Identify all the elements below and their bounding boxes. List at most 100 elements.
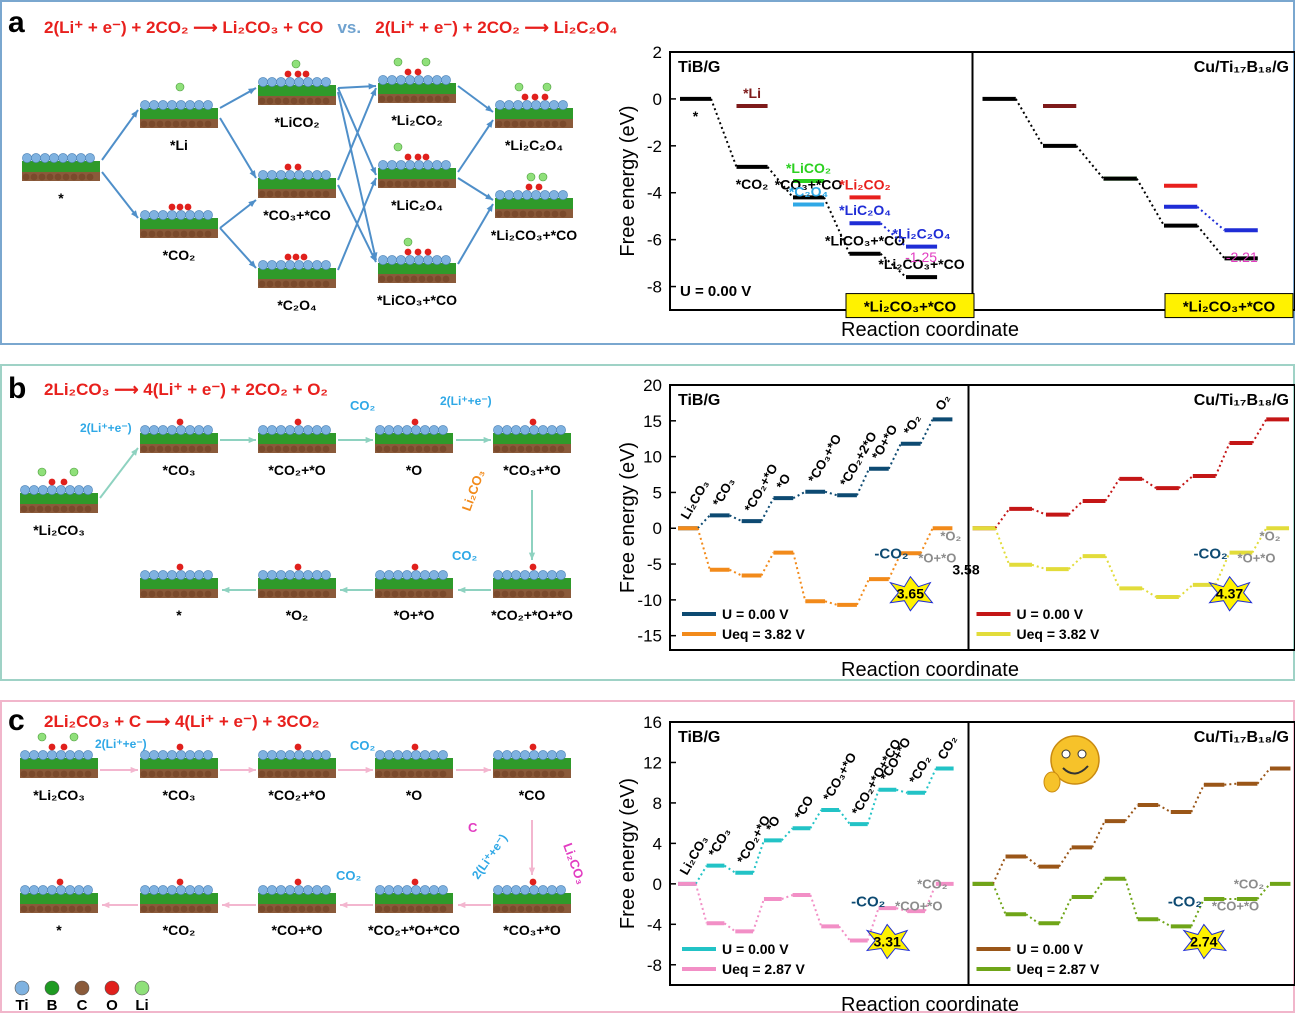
ti-atom (529, 425, 539, 435)
ti-atom (74, 885, 84, 895)
carbon-atom (439, 770, 447, 778)
boron-layer (495, 108, 573, 119)
arrow-a-4 (219, 199, 257, 229)
o-atom (535, 183, 543, 191)
arrow-label: C (468, 820, 478, 835)
ti-atom (387, 75, 397, 85)
carbon-atom (519, 210, 527, 218)
ti-atom (312, 260, 322, 270)
carbon-atom (290, 770, 298, 778)
species-label: *O (406, 462, 422, 478)
carbon-atom (258, 905, 266, 913)
boron-layer (378, 168, 456, 179)
ti-atom (531, 100, 541, 110)
ti-atom (321, 750, 331, 760)
arrow-head (222, 901, 230, 909)
ti-atom (556, 750, 566, 760)
arrow-a-3 (219, 117, 257, 179)
ti-atom (167, 750, 177, 760)
boron-layer (140, 433, 218, 444)
carbon-atom (527, 210, 535, 218)
ti-atom (31, 153, 41, 163)
carbon-atom (60, 770, 68, 778)
carbon-atom (399, 590, 407, 598)
carbon-atom (525, 445, 533, 453)
arrow-head (130, 766, 138, 774)
x-axis-label: Reaction coordinate (841, 319, 1019, 341)
o-atom (411, 743, 419, 751)
carbon-atom (533, 905, 541, 913)
species-label: *Li (170, 137, 188, 153)
series-1-connector (838, 925, 851, 942)
carbon-atom (156, 120, 164, 128)
arrow-shaft (99, 447, 139, 499)
arrow-shaft (337, 177, 377, 271)
carbon-atom (188, 590, 196, 598)
carbon-atom (148, 590, 156, 598)
arrow-b-5 (458, 586, 491, 594)
arrow-head (248, 200, 256, 207)
carbon-atom (306, 190, 314, 198)
y-axis-label: Free energy (eV) (617, 778, 639, 929)
ti-atom (312, 425, 322, 435)
ti-atom (158, 210, 168, 220)
ti-atom (375, 885, 385, 895)
y-tick-label: -15 (637, 627, 662, 646)
arrow-shaft (219, 117, 257, 179)
energy-connector (1075, 145, 1105, 180)
eq-oxalate: 2(Li⁺ + e⁻) + 2CO₂ ⟶ Li₂C₂O₄ (375, 18, 618, 37)
carbon-atom (407, 445, 415, 453)
carbon-atom (423, 445, 431, 453)
series-1-connector (792, 552, 807, 602)
carbon-atom (407, 590, 415, 598)
ti-atom (502, 750, 512, 760)
boron-layer (140, 893, 218, 904)
boron-layer (493, 578, 571, 589)
carbon-atom (559, 210, 567, 218)
arrow-head (368, 83, 376, 90)
species-label: *Li₂CO₃ (33, 522, 85, 538)
legend-atom-label: C (77, 997, 88, 1014)
carbon-atom (290, 590, 298, 598)
energy-connector (710, 98, 738, 168)
series-0-connector (760, 497, 775, 522)
slab-c-2 (258, 743, 336, 778)
ti-atom (429, 750, 439, 760)
arrow-head (248, 260, 256, 268)
carbon-atom (551, 210, 559, 218)
carbon-atom (266, 445, 274, 453)
ti-atom (540, 190, 550, 200)
species-label: *Li₂CO₃ (33, 787, 85, 803)
legend-atom-o (104, 980, 120, 996)
arrow-c-6 (340, 901, 373, 909)
carbon-atom (426, 180, 434, 188)
ti-atom (194, 425, 204, 435)
series-1-connector (824, 600, 838, 606)
carbon-atom (196, 230, 204, 238)
ti-atom (258, 77, 268, 87)
ti-atom (258, 570, 268, 580)
carbon-atom (439, 590, 447, 598)
ti-atom (65, 485, 75, 495)
carbon-atom (196, 120, 204, 128)
level-label: *Li₂CO₃+*CO (878, 256, 964, 272)
boron-layer (375, 578, 453, 589)
arrow-head (365, 436, 373, 444)
carbon-atom (70, 173, 78, 181)
slab-b-7 (258, 563, 336, 598)
boron-layer (258, 178, 336, 189)
plot-frame (669, 721, 1295, 986)
carbon-atom (298, 905, 306, 913)
carbon-atom (266, 280, 274, 288)
o-atom (302, 70, 310, 78)
ti-atom (56, 485, 66, 495)
carbon-atom (60, 905, 68, 913)
species-label: *LiCO₃+*CO (377, 292, 457, 308)
slab-a-0 (22, 153, 100, 181)
carbon-atom (306, 445, 314, 453)
carbon-atom (28, 905, 36, 913)
carbon-atom (501, 905, 509, 913)
ti-atom (384, 885, 394, 895)
ti-atom (67, 153, 77, 163)
li-atom (69, 732, 79, 742)
